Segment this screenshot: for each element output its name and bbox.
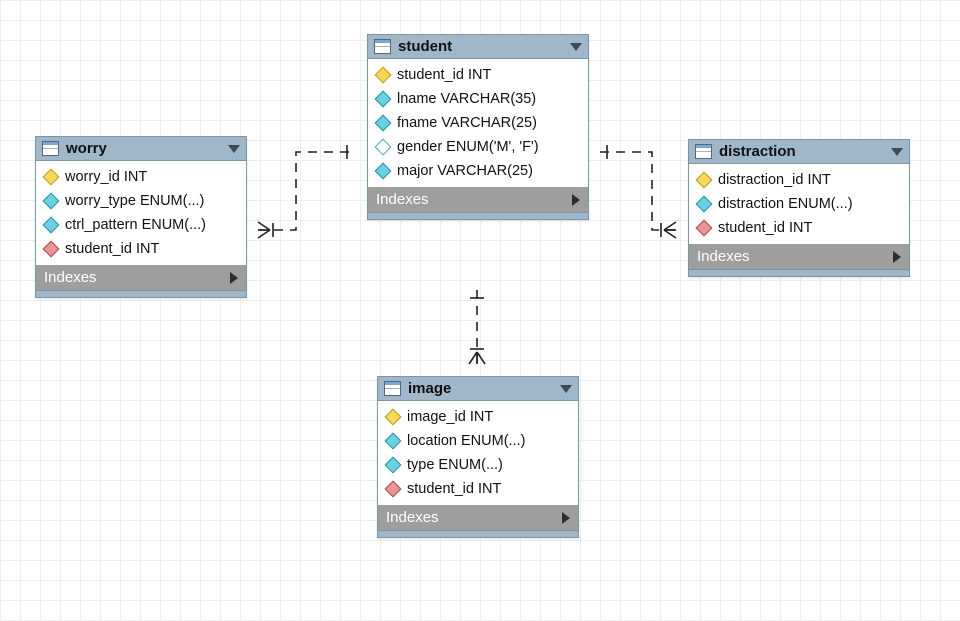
field-label: student_id INT (407, 481, 501, 497)
field-row[interactable]: worry_id INT (36, 165, 246, 189)
field-row[interactable]: lname VARCHAR(35) (368, 87, 588, 111)
indexes-label: Indexes (697, 248, 750, 265)
field-row[interactable]: student_id INT (689, 216, 909, 240)
field-row[interactable]: image_id INT (378, 405, 578, 429)
entity-footer (378, 530, 578, 537)
entity-header[interactable]: distraction (689, 140, 909, 164)
column-icon (376, 116, 390, 130)
collapse-caret-icon[interactable] (570, 43, 582, 51)
entity-footer (368, 212, 588, 219)
fk-icon (44, 242, 58, 256)
entity-title: worry (66, 140, 107, 157)
link-worry-student (258, 152, 354, 230)
column-icon (386, 458, 400, 472)
field-row[interactable]: ctrl_pattern ENUM(...) (36, 213, 246, 237)
column-icon (44, 194, 58, 208)
field-row[interactable]: major VARCHAR(25) (368, 159, 588, 183)
fields-container: worry_id INT worry_type ENUM(...) ctrl_pat… (36, 161, 246, 265)
field-row[interactable]: student_id INT (368, 63, 588, 87)
fields-container: image_id INT location ENUM(...) type ENUM(… (378, 401, 578, 505)
field-row[interactable]: fname VARCHAR(25) (368, 111, 588, 135)
entity-header[interactable]: image (378, 377, 578, 401)
field-label: lname VARCHAR(35) (397, 91, 536, 107)
field-label: student_id INT (718, 220, 812, 236)
entity-distraction[interactable]: distractiondistraction_id INTdistraction… (688, 139, 910, 277)
entity-title: distraction (719, 143, 796, 160)
field-row[interactable]: location ENUM(...) (378, 429, 578, 453)
fk-icon (697, 221, 711, 235)
field-row[interactable]: student_id INT (378, 477, 578, 501)
table-icon (384, 381, 401, 396)
table-icon (695, 144, 712, 159)
column-icon (44, 218, 58, 232)
collapse-caret-icon[interactable] (560, 385, 572, 393)
fields-container: student_id INT lname VARCHAR(35) fname VAR… (368, 59, 588, 187)
field-row[interactable]: student_id INT (36, 237, 246, 261)
column-icon (386, 434, 400, 448)
collapse-caret-icon[interactable] (228, 145, 240, 153)
field-label: location ENUM(...) (407, 433, 525, 449)
field-row[interactable]: gender ENUM('M', 'F') (368, 135, 588, 159)
field-label: type ENUM(...) (407, 457, 503, 473)
field-label: major VARCHAR(25) (397, 163, 533, 179)
expand-caret-icon[interactable] (572, 194, 580, 206)
column-icon (376, 164, 390, 178)
er-canvas: { "layout":{"width":960,"height":621,"gr… (0, 0, 960, 621)
field-label: distraction_id INT (718, 172, 831, 188)
field-label: ctrl_pattern ENUM(...) (65, 217, 206, 233)
collapse-caret-icon[interactable] (891, 148, 903, 156)
indexes-section[interactable]: Indexes (36, 265, 246, 290)
table-icon (374, 39, 391, 54)
entity-footer (689, 269, 909, 276)
expand-caret-icon[interactable] (230, 272, 238, 284)
expand-caret-icon[interactable] (893, 251, 901, 263)
key-icon (376, 68, 390, 82)
entity-worry[interactable]: worry worry_id INT worry_type ENUM(...) ctr… (35, 136, 247, 298)
field-label: student_id INT (397, 67, 491, 83)
field-row[interactable]: type ENUM(...) (378, 453, 578, 477)
indexes-label: Indexes (44, 269, 97, 286)
field-label: image_id INT (407, 409, 493, 425)
column-nullable-icon (376, 140, 390, 154)
indexes-label: Indexes (386, 509, 439, 526)
entity-title: student (398, 38, 452, 55)
field-row[interactable]: distraction ENUM(...) (689, 192, 909, 216)
column-icon (376, 92, 390, 106)
field-label: student_id INT (65, 241, 159, 257)
column-icon (697, 197, 711, 211)
entity-header[interactable]: worry (36, 137, 246, 161)
indexes-section[interactable]: Indexes (689, 244, 909, 269)
entity-student[interactable]: student student_id INT lname VARCHAR(35) fn… (367, 34, 589, 220)
key-icon (697, 173, 711, 187)
indexes-label: Indexes (376, 191, 429, 208)
fk-icon (386, 482, 400, 496)
expand-caret-icon[interactable] (562, 512, 570, 524)
field-row[interactable]: worry_type ENUM(...) (36, 189, 246, 213)
entity-header[interactable]: student (368, 35, 588, 59)
entity-image[interactable]: image image_id INT location ENUM(...) type … (377, 376, 579, 538)
indexes-section[interactable]: Indexes (368, 187, 588, 212)
entity-title: image (408, 380, 451, 397)
key-icon (44, 170, 58, 184)
field-label: distraction ENUM(...) (718, 196, 853, 212)
link-student-distraction (600, 152, 676, 230)
indexes-section[interactable]: Indexes (378, 505, 578, 530)
field-label: worry_id INT (65, 169, 147, 185)
field-label: fname VARCHAR(25) (397, 115, 537, 131)
field-label: gender ENUM('M', 'F') (397, 139, 539, 155)
field-row[interactable]: distraction_id INT (689, 168, 909, 192)
key-icon (386, 410, 400, 424)
fields-container: distraction_id INT distraction ENUM(...) s… (689, 164, 909, 244)
entity-footer (36, 290, 246, 297)
table-icon (42, 141, 59, 156)
field-label: worry_type ENUM(...) (65, 193, 204, 209)
